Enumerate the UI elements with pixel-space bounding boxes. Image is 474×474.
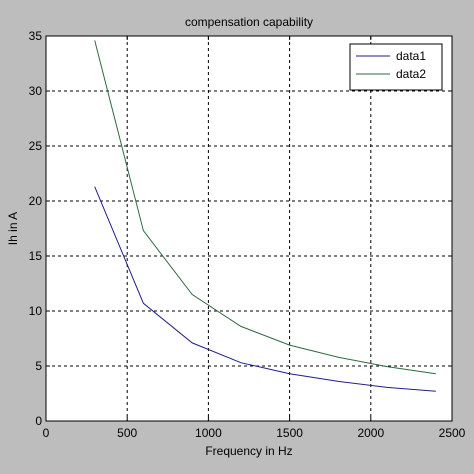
y-tick-label: 25 [29,139,43,153]
y-tick-label: 15 [29,249,43,263]
legend-label-data2: data2 [396,67,426,81]
plot-area [45,35,453,422]
y-axis-title: Ih in A [6,212,20,245]
y-tick-label: 0 [35,414,42,428]
x-tick-label: 2000 [357,426,384,440]
series-layer [94,40,436,392]
y-tick-label: 20 [29,194,43,208]
x-tick-label: 1000 [195,426,222,440]
x-tick-label: 0 [43,426,50,440]
series-line-data1 [94,186,436,392]
series-line-data2 [94,40,436,375]
x-tick-label: 500 [117,426,137,440]
y-tick-label: 35 [29,29,43,43]
legend: data1 data2 [349,43,443,91]
legend-label-data1: data1 [396,49,426,63]
legend-box [349,43,443,91]
x-axis-title: Frequency in Hz [205,444,292,458]
y-tick-label: 30 [29,84,43,98]
x-tick-label: 1500 [276,426,303,440]
y-tick-label: 10 [29,304,43,318]
y-tick-label: 5 [35,359,42,373]
tick-labels: 0 500 1000 1500 2000 2500 0 5 10 15 20 25 30 35 [29,29,466,440]
x-tick-label: 2500 [439,426,466,440]
plot-frame [45,35,453,422]
chart-title: compensation capability [185,15,313,29]
